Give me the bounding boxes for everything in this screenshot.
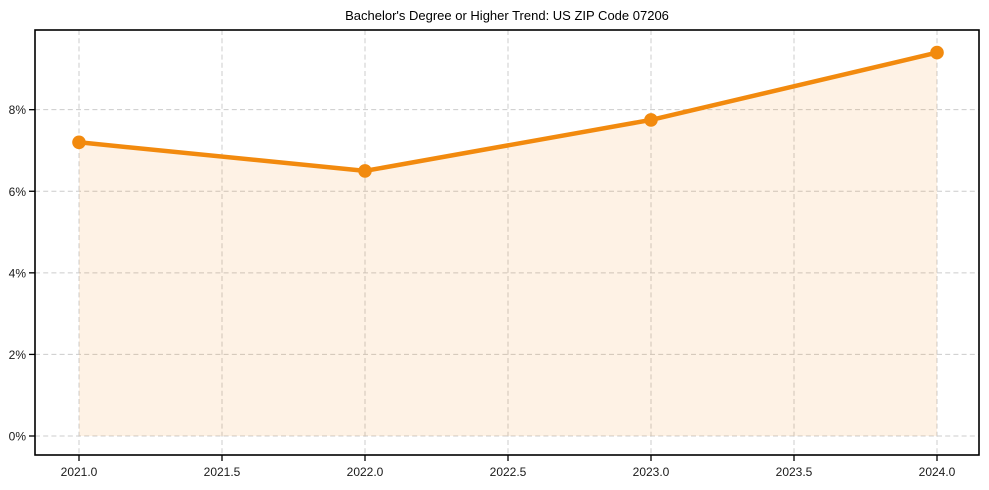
gridlines [35,30,979,455]
x-tick-label: 2022.5 [490,465,527,479]
data-point [72,135,86,150]
plot-area [35,30,979,455]
y-tick-label: 6% [9,185,27,199]
chart-title: Bachelor's Degree or Higher Trend: US ZI… [345,8,669,23]
y-tick-labels: 0% 2% 4% 6% 8% [9,103,27,443]
y-tick-label: 0% [9,430,27,444]
axis-ticks [29,109,938,461]
x-tick-label: 2021.0 [61,465,98,479]
x-tick-label: 2024.0 [919,465,956,479]
x-tick-labels: 2021.0 2021.5 2022.0 2022.5 2023.0 2023.5 2024… [61,465,956,479]
y-tick-label: 2% [9,348,27,362]
area-under-line [79,52,937,436]
data-points [72,45,944,178]
y-tick-label: 4% [9,266,27,280]
x-tick-label: 2023.0 [633,465,670,479]
x-tick-label: 2021.5 [204,465,241,479]
y-tick-label: 8% [9,103,27,117]
x-tick-label: 2022.0 [347,465,384,479]
data-point [930,45,944,60]
area-fill [79,52,937,436]
trend-line-path [76,50,940,174]
axis-spines [34,29,980,456]
x-tick-label: 2023.5 [776,465,813,479]
data-point [358,164,372,178]
data-point [644,113,658,127]
trend-line [76,50,940,174]
